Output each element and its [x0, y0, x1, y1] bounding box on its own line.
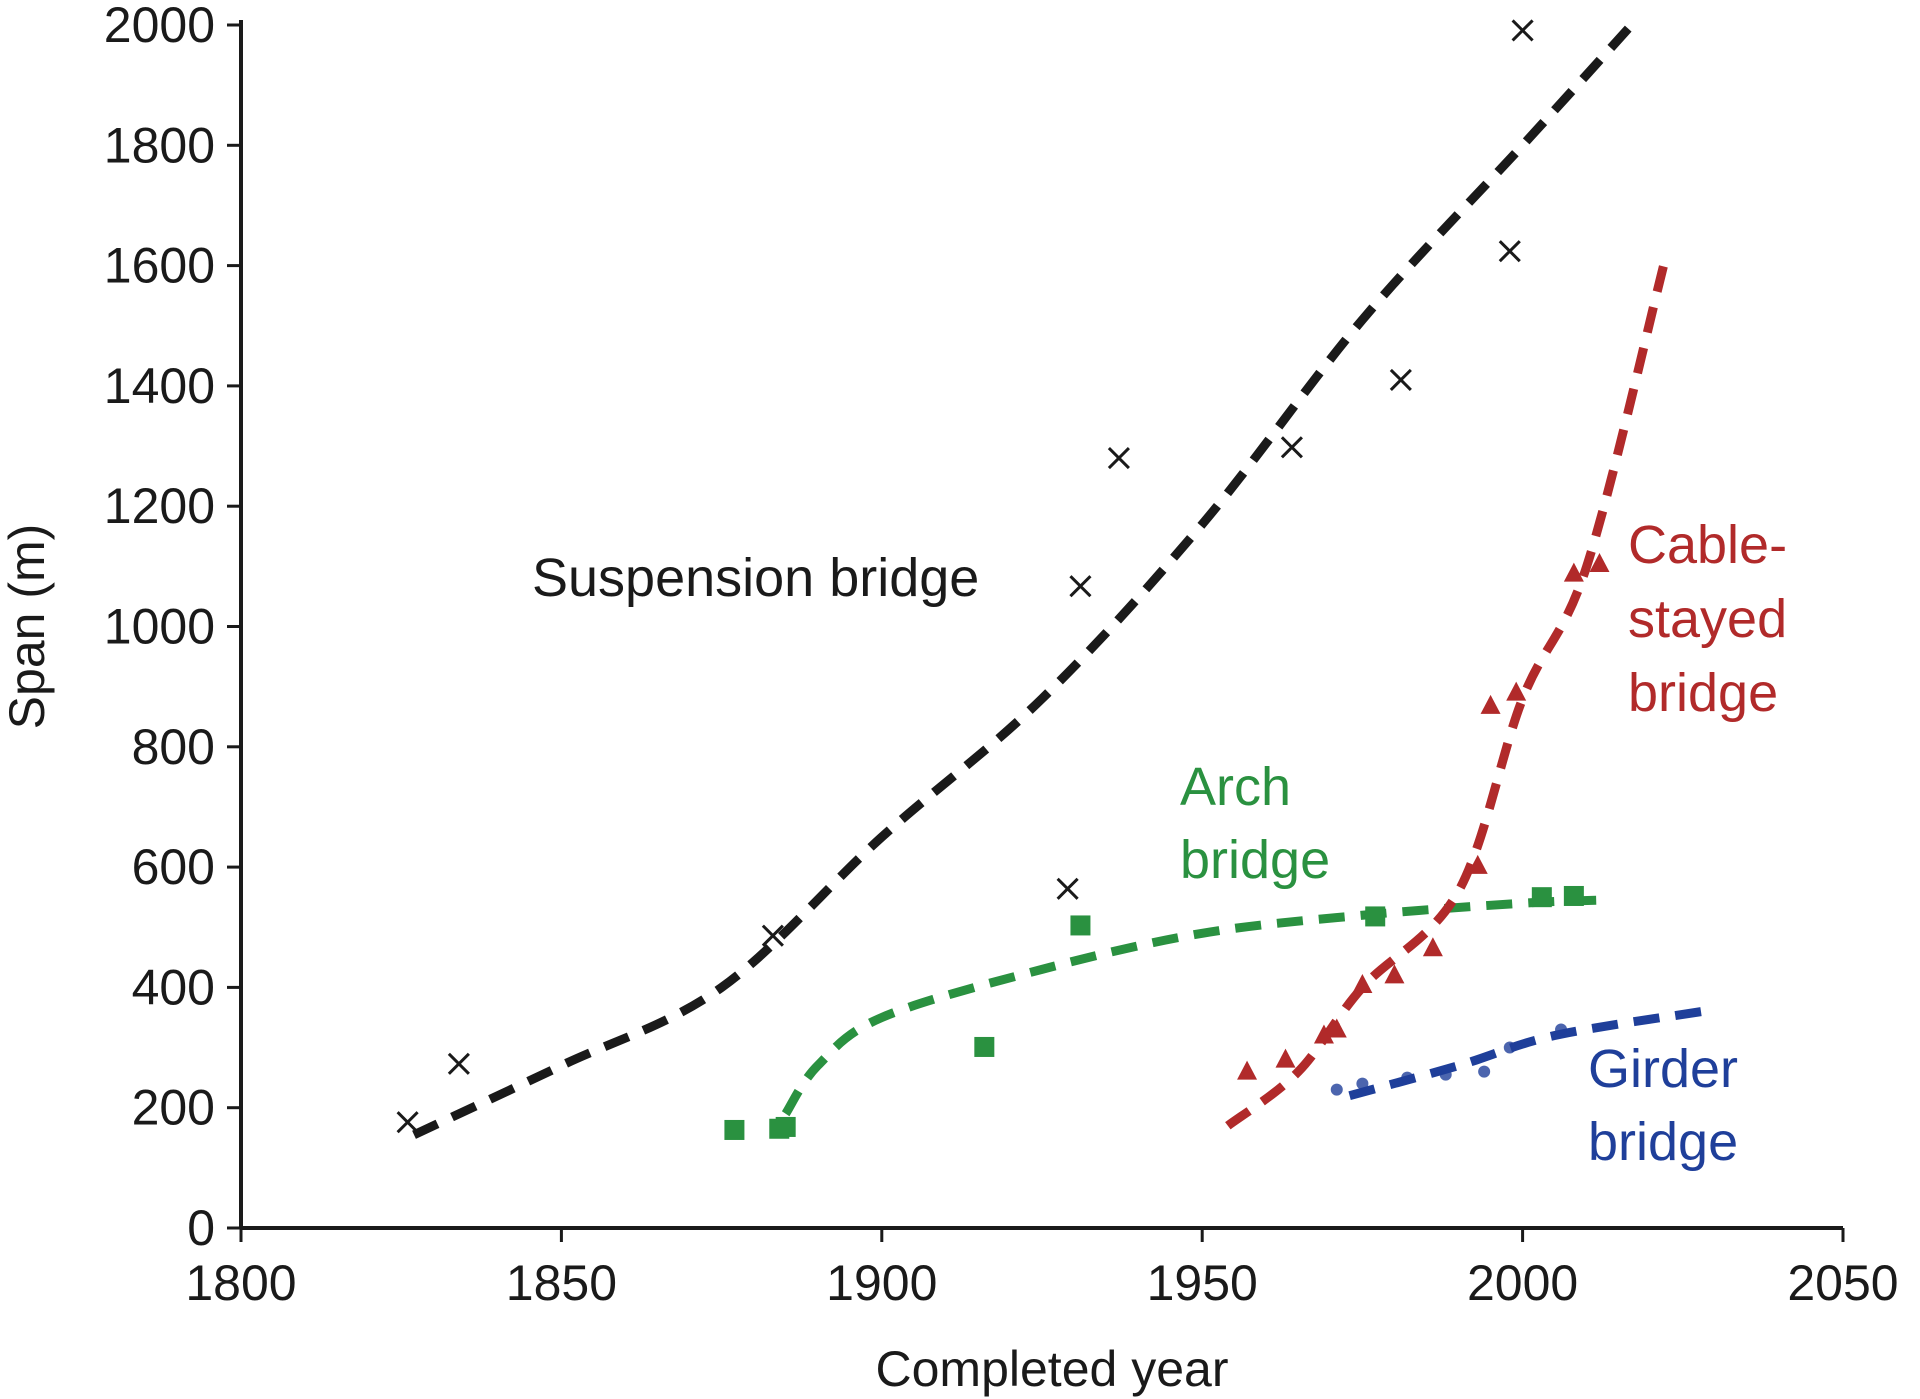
- arch-bridge-point: [1365, 906, 1386, 927]
- y-tick-label: 1800: [104, 117, 215, 173]
- y-axis-title: Span (m): [0, 524, 55, 730]
- cable-stayed-bridge-point: [1352, 973, 1373, 993]
- suspension-bridge-point: [1511, 19, 1534, 42]
- arch-bridge-point: [724, 1119, 745, 1140]
- suspension-bridge-point: [1498, 240, 1521, 263]
- cable-stayed-bridge-point: [1506, 681, 1527, 701]
- girder-bridge-label-line: Girder: [1588, 1039, 1738, 1099]
- x-tick-label: 2050: [1787, 1255, 1898, 1311]
- arch-bridge-label-line: Arch: [1180, 757, 1291, 817]
- girder-bridge-point: [1356, 1077, 1369, 1090]
- data-points: [396, 19, 1610, 1140]
- cable-stayed-bridge-trend-line: [1225, 264, 1668, 1130]
- arch-bridge-point: [1070, 915, 1091, 936]
- cable-stayed-bridge-point: [1237, 1060, 1258, 1080]
- x-axis-title: Completed year: [876, 1341, 1229, 1397]
- x-tick-label: 1850: [506, 1255, 617, 1311]
- y-tick-label: 200: [132, 1080, 215, 1136]
- arch-bridge-label-line: bridge: [1180, 830, 1330, 890]
- suspension-bridge-point: [1389, 368, 1412, 391]
- suspension-bridge-point: [1280, 436, 1303, 459]
- suspension-bridge-label: Suspension bridge: [532, 548, 979, 608]
- y-tick-label: 1000: [104, 599, 215, 655]
- cable-stayed-bridge-point: [1467, 854, 1488, 874]
- girder-bridge-point: [1555, 1023, 1568, 1036]
- y-tick-label: 600: [132, 839, 215, 895]
- cable-stayed-bridge-label: Cable-stayed bridge: [1628, 515, 1787, 723]
- cable-stayed-bridge-point: [1422, 937, 1443, 957]
- suspension-bridge-point: [1107, 447, 1130, 470]
- arch-bridge-point: [1531, 887, 1552, 908]
- x-tick-label: 2000: [1467, 1255, 1578, 1311]
- suspension-bridge-label-line: Suspension bridge: [532, 548, 979, 608]
- y-tick-label: 1600: [104, 238, 215, 294]
- series-labels: Suspension bridge Arch bridge Cable-stayed b…: [532, 515, 1787, 1172]
- cable-stayed-bridge-label-line: stayed: [1628, 589, 1787, 649]
- x-tick-label: 1800: [185, 1255, 296, 1311]
- suspension-bridge-point: [447, 1052, 470, 1075]
- suspension-bridge-point: [1069, 575, 1092, 598]
- cable-stayed-bridge-point: [1326, 1018, 1347, 1038]
- cable-stayed-bridge-point: [1480, 694, 1501, 714]
- suspension-bridge-point: [396, 1111, 419, 1134]
- y-tick-label: 1200: [104, 478, 215, 534]
- suspension-bridge-point: [761, 924, 784, 947]
- x-tick-label: 1900: [826, 1255, 937, 1311]
- cable-stayed-bridge-point: [1384, 964, 1405, 984]
- girder-bridge-point: [1330, 1083, 1343, 1096]
- arch-bridge-point: [974, 1036, 995, 1057]
- y-tick-label: 2000: [104, 0, 215, 53]
- y-tick-label: 400: [132, 959, 215, 1015]
- cable-stayed-bridge-label-line: bridge: [1628, 663, 1778, 723]
- arch-bridge-point: [775, 1116, 796, 1137]
- girder-bridge-point: [1503, 1041, 1516, 1054]
- cable-stayed-bridge-point: [1589, 552, 1610, 572]
- girder-bridge-label-line: bridge: [1588, 1112, 1738, 1172]
- cable-stayed-bridge-point: [1313, 1024, 1334, 1044]
- girder-bridge-label: Girder bridge: [1588, 1039, 1738, 1172]
- cable-stayed-bridge-point: [1275, 1048, 1296, 1068]
- x-tick-label: 1950: [1147, 1255, 1258, 1311]
- y-tick-label: 1400: [104, 358, 215, 414]
- girder-bridge-point: [1478, 1065, 1491, 1078]
- arch-bridge-point: [1563, 885, 1584, 906]
- y-tick-label: 0: [187, 1200, 215, 1256]
- girder-bridge-point: [1439, 1068, 1452, 1081]
- suspension-bridge-point: [1056, 877, 1079, 900]
- y-tick-label: 800: [132, 719, 215, 775]
- arch-bridge-trend-line: [781, 895, 1600, 1117]
- arch-bridge-label: Arch bridge: [1180, 757, 1330, 890]
- cable-stayed-bridge-label-line: Cable-: [1628, 515, 1787, 575]
- girder-bridge-point: [1401, 1071, 1414, 1084]
- cable-stayed-bridge-point: [1563, 562, 1584, 582]
